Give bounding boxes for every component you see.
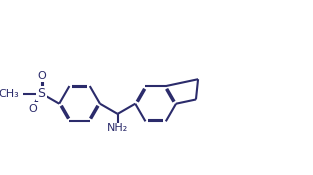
Text: S: S (38, 87, 46, 100)
Text: O: O (37, 71, 46, 81)
Text: O: O (28, 104, 37, 114)
Text: NH₂: NH₂ (107, 123, 128, 133)
Text: CH₃: CH₃ (0, 89, 19, 99)
